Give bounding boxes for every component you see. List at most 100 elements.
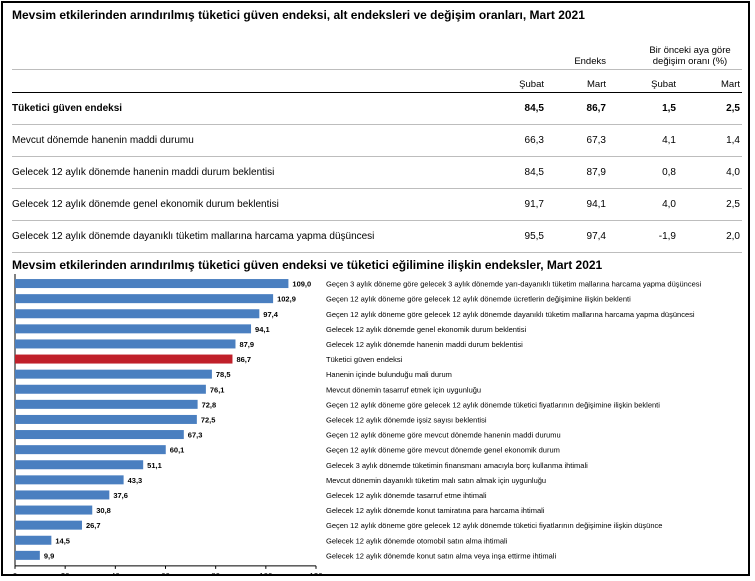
row-label: Gelecek 12 aylık dönemde genel ekonomik … (12, 188, 449, 221)
cell-mar-index: 94,1 (546, 188, 608, 221)
row-label: Gelecek 12 aylık dönemde dayanıklı tüket… (12, 220, 449, 253)
bar-category-label: Geçen 12 aylık döneme göre mevcut dönemd… (326, 431, 561, 440)
bar (15, 520, 82, 530)
bar-value-label: 30,8 (96, 506, 111, 515)
bar-category-label: Geçen 12 aylık döneme göre gelecek 12 ay… (326, 310, 695, 319)
bar (15, 384, 206, 394)
bar-value-label: 102,9 (277, 295, 296, 304)
x-tick-label: 20 (61, 572, 70, 575)
bar-category-label: Gelecek 12 aylık dönemde konut satın alm… (326, 551, 556, 560)
bar-category-label: Hanenin içinde bulunduğu mali durum (326, 370, 452, 379)
bar (15, 550, 40, 560)
bar-value-label: 97,4 (263, 310, 278, 319)
table-row: Gelecek 12 aylık dönemde genel ekonomik … (12, 188, 742, 221)
bar-category-label: Geçen 3 aylık döneme göre gelecek 3 aylı… (326, 280, 702, 289)
col-header-mar-change: Mart (678, 69, 742, 93)
bar-value-label: 26,7 (86, 521, 101, 530)
bar (15, 354, 233, 364)
bar-value-label: 51,1 (147, 461, 162, 470)
bar-category-label: Mevcut dönemin tasarruf etmek için uygun… (326, 385, 481, 394)
bar-category-label: Mevcut dönemin dayanıklı tüketim malı sa… (326, 476, 546, 485)
bar-value-label: 72,5 (201, 415, 216, 424)
cell-feb-change: 4,0 (608, 188, 678, 221)
bar-category-label: Gelecek 12 aylık dönemde tasarruf etme i… (326, 491, 487, 500)
cell-mar-change: 1,4 (678, 124, 742, 157)
cell-mar-index: 97,4 (546, 220, 608, 253)
bar-category-label: Gelecek 3 aylık dönemde tüketimin finans… (326, 461, 588, 470)
col-header-feb-change: Şubat (608, 69, 678, 93)
x-tick-label: 80 (211, 572, 220, 575)
cell-mar-index: 86,7 (546, 92, 608, 125)
row-label: Tüketici güven endeksi (12, 92, 449, 125)
cell-mar-index: 67,3 (546, 124, 608, 157)
bar-value-label: 14,5 (55, 536, 70, 545)
x-tick-label: 40 (111, 572, 120, 575)
bar (15, 505, 93, 515)
bar (15, 414, 197, 424)
bar (15, 324, 252, 334)
bar (15, 399, 198, 409)
cell-mar-change: 2,5 (678, 92, 742, 125)
bar (15, 430, 184, 440)
cell-feb-index: 66,3 (449, 124, 546, 157)
table-row: Mevcut dönemde hanenin maddi durumu 66,3… (12, 124, 742, 157)
row-label: Mevcut dönemde hanenin maddi durumu (12, 124, 449, 157)
table-corner (12, 30, 449, 70)
bar-chart: 109,0 Geçen 3 aylık döneme göre gelecek 3… (13, 274, 702, 575)
x-tick-label: 120 (309, 572, 323, 575)
bar-category-label: Geçen 12 aylık döneme göre mevcut dönemd… (326, 446, 560, 455)
cell-feb-change: 4,1 (608, 124, 678, 157)
bar (15, 339, 236, 349)
bar-value-label: 86,7 (236, 355, 251, 364)
bar-value-label: 67,3 (188, 431, 203, 440)
bar-value-label: 76,1 (210, 385, 225, 394)
col-header-feb-index: Şubat (449, 69, 546, 93)
bar-value-label: 87,9 (239, 340, 254, 349)
bar-value-label: 60,1 (170, 446, 185, 455)
x-tick-label: 100 (259, 572, 273, 575)
cell-feb-index: 91,7 (449, 188, 546, 221)
cell-feb-change: 0,8 (608, 156, 678, 189)
bar-value-label: 94,1 (255, 325, 270, 334)
bar-category-label: Gelecek 12 aylık dönemde işsiz sayısı be… (326, 415, 487, 424)
bar-value-label: 109,0 (292, 280, 311, 289)
bar-category-label: Geçen 12 aylık döneme göre gelecek 12 ay… (326, 521, 662, 530)
bar (15, 309, 260, 319)
table-row: Gelecek 12 aylık dönemde dayanıklı tüket… (12, 220, 742, 253)
cell-mar-index: 87,9 (546, 156, 608, 189)
index-table: Endeks Bir önceki aya göre değişim oranı… (12, 30, 742, 253)
bar (15, 294, 274, 304)
cell-feb-index: 84,5 (449, 92, 546, 125)
cell-mar-change: 4,0 (678, 156, 742, 189)
bar (15, 369, 212, 379)
group-header-index: Endeks (449, 30, 608, 70)
table-row: Tüketici güven endeksi 84,5 86,7 1,5 2,5 (12, 92, 742, 125)
col-header-mar-index: Mart (546, 69, 608, 93)
bar (15, 535, 52, 545)
bar (15, 460, 144, 470)
chart-title: Mevsim etkilerinden arındırılmış tüketic… (12, 258, 603, 272)
bar-category-label: Geçen 12 aylık döneme göre gelecek 12 ay… (326, 400, 660, 409)
cell-mar-change: 2,0 (678, 220, 742, 253)
bar-category-label: Gelecek 12 aylık dönemde otomobil satın … (326, 536, 508, 545)
bar (15, 475, 124, 485)
x-tick-label: 0 (13, 572, 18, 575)
bar-value-label: 37,6 (113, 491, 128, 500)
bar (15, 445, 166, 455)
table-title: Mevsim etkilerinden arındırılmış tüketic… (12, 8, 585, 22)
group-header-change: Bir önceki aya göre değişim oranı (%) (608, 30, 742, 70)
cell-feb-change: -1,9 (608, 220, 678, 253)
bar-value-label: 72,8 (202, 400, 217, 409)
bar-value-label: 78,5 (216, 370, 231, 379)
bar-category-label: Geçen 12 aylık döneme göre gelecek 12 ay… (326, 295, 631, 304)
bar-value-label: 9,9 (44, 551, 54, 560)
cell-mar-change: 2,5 (678, 188, 742, 221)
cell-feb-change: 1,5 (608, 92, 678, 125)
bar (15, 490, 110, 500)
table-corner-2 (12, 69, 449, 93)
bar (15, 279, 289, 289)
bar-category-label: Gelecek 12 aylık dönemde konut tamiratın… (326, 506, 545, 515)
cell-feb-index: 84,5 (449, 156, 546, 189)
bar-value-label: 43,3 (128, 476, 143, 485)
